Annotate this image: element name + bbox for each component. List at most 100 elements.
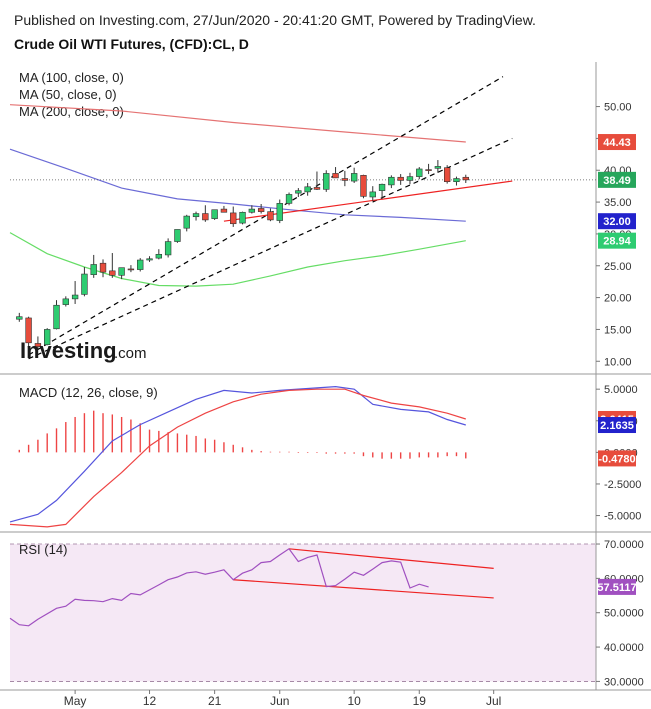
rsi-title: RSI (14) xyxy=(19,542,67,557)
published-line: Published on Investing.com, 27/Jun/2020 … xyxy=(14,12,536,28)
candle-body xyxy=(127,268,135,271)
candle xyxy=(248,205,256,214)
price-y-tick-label: 25.00 xyxy=(604,261,632,273)
candle-body xyxy=(443,167,451,183)
candle xyxy=(350,167,358,183)
x-tick-label: 19 xyxy=(413,694,427,708)
candle-body xyxy=(341,178,349,181)
ma-legend-entry: MA (200, close, 0) xyxy=(19,104,124,119)
candle-body xyxy=(304,186,311,193)
candle xyxy=(378,183,386,199)
candle-body xyxy=(378,183,386,191)
candle-body xyxy=(44,329,51,346)
candle xyxy=(230,206,237,227)
candle xyxy=(34,336,42,349)
candle-body xyxy=(62,298,69,305)
ma100-line xyxy=(9,104,466,143)
ma-legend-entry: MA (100, close, 0) xyxy=(19,70,124,85)
candle xyxy=(211,209,218,220)
candle-body xyxy=(416,168,423,177)
macd-label-tag: -0.4780 xyxy=(598,450,636,467)
logo-suffix: .com xyxy=(114,345,147,362)
candle xyxy=(267,208,274,222)
price-y-tick-label: 50.00 xyxy=(604,102,632,114)
candle xyxy=(369,186,376,201)
candle-body xyxy=(34,343,42,347)
ma200-line xyxy=(9,232,466,287)
macd-label-tag-text: 2.1635 xyxy=(600,420,634,432)
candle-body xyxy=(388,176,395,186)
price-label-tag-bg xyxy=(598,213,636,230)
candle-body xyxy=(397,176,404,181)
candle-body xyxy=(360,175,367,197)
candle xyxy=(164,238,172,258)
candle-body xyxy=(350,173,358,182)
macd-y-tick-label: -5.0000 xyxy=(604,511,641,523)
x-tick-label: 21 xyxy=(208,694,222,708)
candle xyxy=(183,214,190,232)
macd-title: MACD (12, 26, close, 9) xyxy=(19,385,158,400)
candle-body xyxy=(25,317,32,344)
candle-body xyxy=(248,208,256,213)
macd-label-tag-bg xyxy=(598,450,636,467)
candle xyxy=(276,199,283,224)
rsi-y-tick-label: 40.0000 xyxy=(604,642,644,654)
candle xyxy=(220,205,228,213)
ma-legend-entry: MA (50, close, 0) xyxy=(19,87,117,102)
candle xyxy=(304,182,311,196)
candle-body xyxy=(239,211,246,224)
price-label-tag-text: 38.49 xyxy=(603,175,631,187)
candle xyxy=(332,167,339,179)
candle xyxy=(192,211,200,221)
macd-macd-line xyxy=(9,385,466,523)
ma50-line xyxy=(9,148,466,222)
candle-body xyxy=(146,258,153,261)
x-axis: May 12 21 Jun 10 19 Jul xyxy=(64,690,501,708)
candle-body xyxy=(425,169,432,171)
candle-body xyxy=(462,176,469,181)
macd-y-tick-label: -2.5000 xyxy=(604,479,641,491)
candle xyxy=(453,176,460,186)
macd-y-tick-label: 5.0000 xyxy=(604,384,638,396)
rsi-trendline-1 xyxy=(288,548,494,570)
candle xyxy=(239,211,246,225)
price-y-tick-label: 20.00 xyxy=(604,293,632,305)
x-tick-label: Jul xyxy=(486,694,501,708)
candle xyxy=(137,258,144,272)
instrument-title: Crude Oil WTI Futures, (CFD):CL, D xyxy=(14,36,249,52)
price-label-tag-bg xyxy=(598,134,636,151)
candle-body xyxy=(202,213,209,221)
candle xyxy=(202,205,209,222)
rsi-y-tick-label: 70.0000 xyxy=(604,539,644,551)
x-tick-label: 10 xyxy=(347,694,361,708)
price-y-tick-label: 15.00 xyxy=(604,324,632,336)
macd-label-tag: 2.1635 xyxy=(598,417,636,434)
logo-brand: Investing xyxy=(20,338,117,363)
candle-body xyxy=(220,208,228,213)
price-trendline-3 xyxy=(223,180,513,222)
price-pane: 10.0015.0020.0025.0030.0035.0040.0045.00… xyxy=(0,62,651,375)
candle-body xyxy=(276,203,283,221)
candle-body xyxy=(183,215,190,229)
candle-body xyxy=(53,304,60,330)
candle-body xyxy=(174,229,181,242)
candle-body xyxy=(71,294,79,300)
candle xyxy=(16,312,23,322)
candle xyxy=(360,174,367,199)
candle xyxy=(127,265,135,273)
candle xyxy=(118,267,125,280)
candle-body xyxy=(192,213,200,218)
candle-body xyxy=(453,178,460,183)
price-label-tag: 32.00 xyxy=(598,213,636,230)
candle xyxy=(53,300,60,330)
price-label-tag: 38.49 xyxy=(598,171,636,188)
rsi-trendline-2 xyxy=(233,579,494,599)
candle-body xyxy=(155,253,163,259)
rsi-y-tick-label: 30.0000 xyxy=(604,676,644,688)
candle xyxy=(109,253,116,278)
candle xyxy=(99,259,107,278)
price-label-tag-text: 32.00 xyxy=(603,216,631,228)
candle xyxy=(406,172,414,185)
candle-body xyxy=(137,259,144,270)
